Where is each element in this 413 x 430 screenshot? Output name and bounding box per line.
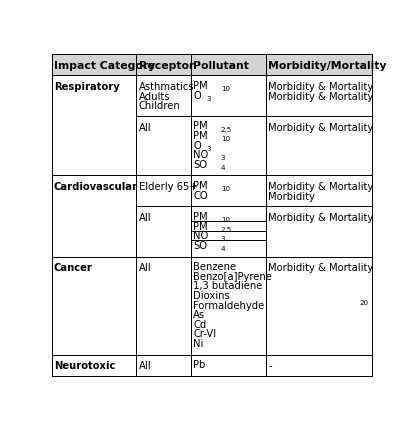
Text: PM: PM [193,212,208,221]
Text: Pollutant: Pollutant [193,61,249,71]
Bar [52,176,136,257]
Text: PM: PM [193,131,208,141]
Text: PM: PM [193,181,208,191]
Text: 20: 20 [359,300,368,306]
Text: SO: SO [193,240,207,250]
Text: Morbidity & Mortality: Morbidity & Mortality [268,182,374,192]
Text: 10: 10 [221,86,230,92]
Text: Benzo[a]Pyrene: Benzo[a]Pyrene [193,271,272,281]
Text: Morbidity & Mortality: Morbidity & Mortality [268,122,374,132]
Bar [266,257,372,355]
Text: Neurotoxic: Neurotoxic [54,361,115,371]
Bar [52,76,136,176]
Bar [136,355,191,376]
Text: Impact Category: Impact Category [54,61,155,71]
Text: PM: PM [193,221,208,231]
Text: Cd: Cd [193,319,206,329]
Text: All: All [139,263,151,273]
Text: 4: 4 [221,246,225,252]
Text: Formaldehyde: Formaldehyde [193,300,264,310]
Bar [136,176,191,207]
Text: SO: SO [193,160,207,169]
Text: O: O [193,140,201,150]
Text: 10: 10 [221,186,230,192]
Text: Respiratory: Respiratory [54,82,120,92]
Text: 10: 10 [221,217,230,223]
Bar [191,176,266,207]
Text: 3: 3 [207,145,211,151]
Text: Cr-VI: Cr-VI [193,329,216,338]
Bar [191,207,266,257]
Bar [266,76,372,117]
Text: Morbidity & Mortality: Morbidity & Mortality [268,82,374,92]
Text: Morbidity & Mortality: Morbidity & Mortality [268,263,374,273]
Bar [266,355,372,376]
Text: Benzene: Benzene [193,262,236,272]
Text: Receptor: Receptor [139,61,194,71]
Text: Morbidity/Mortality: Morbidity/Mortality [268,61,387,71]
Text: PM: PM [193,121,208,131]
Text: Cancer: Cancer [54,263,93,273]
Text: 3: 3 [221,236,225,242]
Bar [136,257,191,355]
Text: CO: CO [193,190,208,200]
Text: Cardiovascular: Cardiovascular [54,182,138,192]
Text: 1,3 butadiene: 1,3 butadiene [193,281,263,291]
Text: Morbidity: Morbidity [268,191,315,201]
Text: Asthmatics: Asthmatics [139,82,194,92]
Bar [266,117,372,176]
Text: All: All [139,213,151,223]
Text: Ni: Ni [193,338,204,348]
Bar [52,355,136,376]
Bar [136,76,191,117]
Text: Pb: Pb [193,359,205,369]
Bar [136,207,191,257]
Text: 4: 4 [221,165,225,171]
Text: 3: 3 [207,95,211,101]
Text: 10: 10 [221,136,230,142]
Text: NO: NO [193,150,208,160]
Bar [52,257,136,355]
Text: Children: Children [139,101,180,111]
Text: Adults: Adults [139,92,170,101]
Bar [191,257,266,355]
Text: 3: 3 [221,155,225,161]
Text: Morbidity & Mortality: Morbidity & Mortality [268,213,374,223]
Bar [191,355,266,376]
Text: As: As [193,310,205,319]
Text: All: All [139,361,151,371]
Bar [266,176,372,207]
Text: PM: PM [193,81,208,91]
Bar [52,55,372,76]
Text: 2.5: 2.5 [221,226,232,232]
Text: Elderly 65+: Elderly 65+ [139,182,197,192]
Text: All: All [139,122,151,132]
Text: 2.5: 2.5 [221,126,232,132]
Text: -: - [268,361,272,371]
Bar [191,117,266,176]
Bar [136,117,191,176]
Text: Morbidity & Mortality: Morbidity & Mortality [268,92,374,101]
Bar [191,76,266,117]
Text: O: O [193,90,201,100]
Bar [266,207,372,257]
Text: Dioxins: Dioxins [193,290,230,301]
Text: NO: NO [193,231,208,241]
